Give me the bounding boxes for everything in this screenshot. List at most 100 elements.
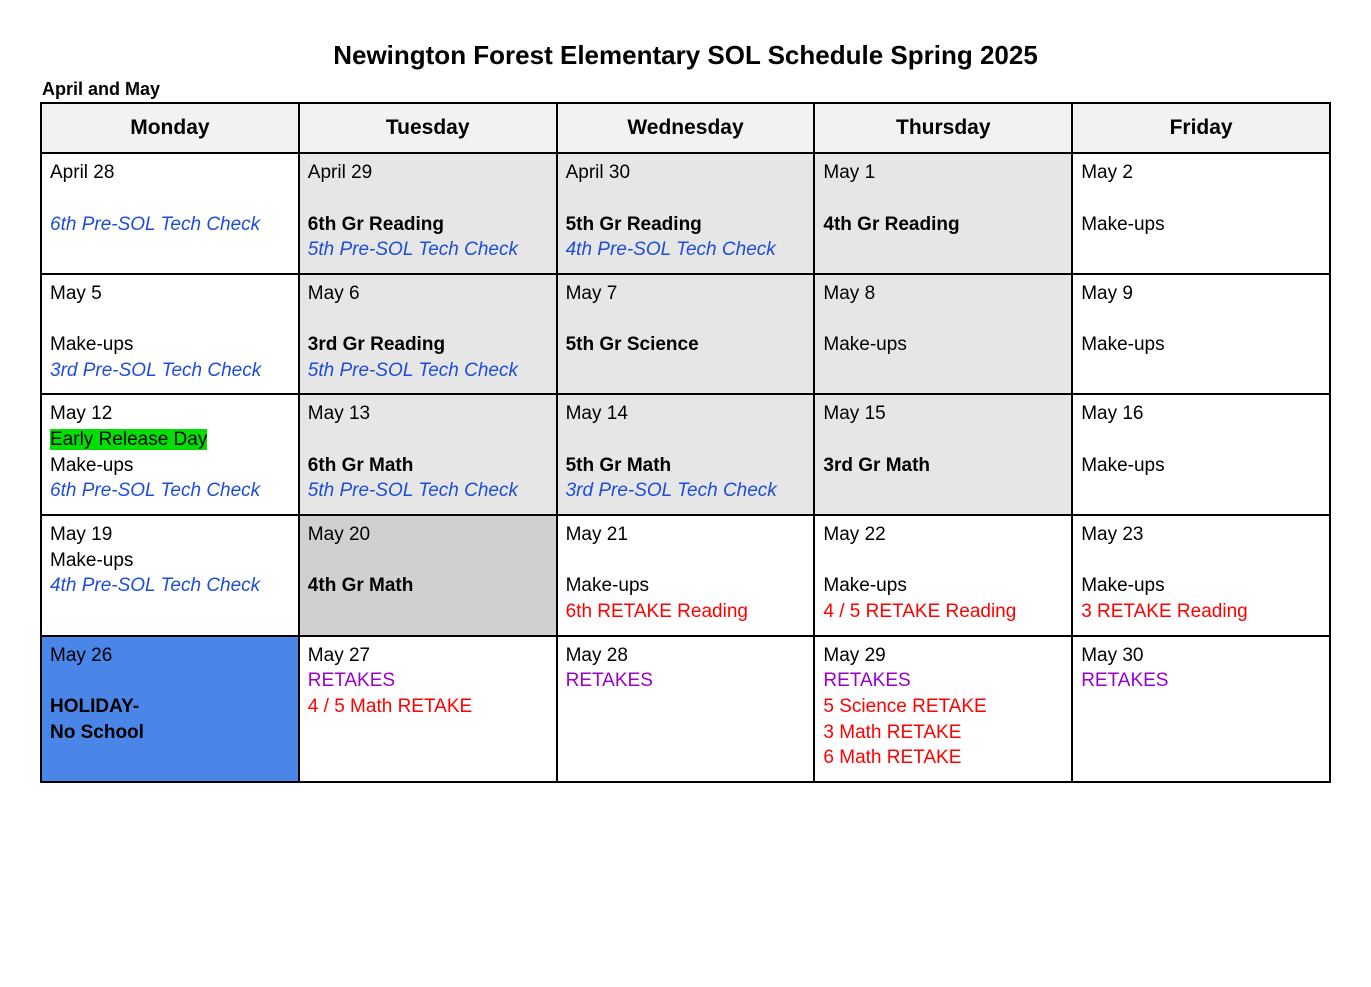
cell-date: May 9 xyxy=(1081,281,1321,307)
cell-line xyxy=(1081,427,1321,453)
calendar-cell: May 14 5th Gr Math 3rd Pre-SOL Tech Check xyxy=(557,394,815,515)
cell-date: May 23 xyxy=(1081,522,1321,548)
calendar-cell: May 16Make-ups xyxy=(1072,394,1330,515)
cell-text: RETAKES xyxy=(823,670,910,691)
cell-line: 4th Gr Math xyxy=(308,573,548,599)
cell-text: 4th Pre-SOL Tech Check xyxy=(50,575,260,596)
cell-text: HOLIDAY- xyxy=(50,696,139,717)
cell-text: Make-ups xyxy=(1081,575,1164,596)
cell-line: 5th Pre-SOL Tech Check xyxy=(308,478,548,504)
cell-line xyxy=(566,307,806,333)
cell-line: 3rd Gr Math xyxy=(823,453,1063,479)
cell-text: 4 / 5 RETAKE Reading xyxy=(823,601,1016,622)
cell-date: May 29 xyxy=(823,643,1063,669)
cell-line: Make-ups xyxy=(1081,332,1321,358)
cell-date: April 30 xyxy=(566,160,806,186)
calendar-cell: May 26 HOLIDAY- No School xyxy=(41,636,299,782)
cell-date: May 20 xyxy=(308,522,548,548)
cell-date: May 7 xyxy=(566,281,806,307)
cell-text: 5th Pre-SOL Tech Check xyxy=(308,239,518,260)
cell-line: Make-ups xyxy=(1081,453,1321,479)
cell-text: Early Release Day xyxy=(50,429,207,450)
cell-line: Make-ups xyxy=(50,548,290,574)
cell-text: 6th Pre-SOL Tech Check xyxy=(50,480,260,501)
cell-line: 4th Pre-SOL Tech Check xyxy=(50,573,290,599)
calendar-cell: May 15 3rd Gr Math xyxy=(814,394,1072,515)
cell-line: 5 Science RETAKE xyxy=(823,694,1063,720)
cell-line: 5th Pre-SOL Tech Check xyxy=(308,237,548,263)
cell-line: 3 RETAKE Reading xyxy=(1081,599,1321,625)
cell-date: May 12 xyxy=(50,401,290,427)
cell-date: May 1 xyxy=(823,160,1063,186)
cell-line: 4th Pre-SOL Tech Check xyxy=(566,237,806,263)
calendar-cell: May 1 4th Gr Reading xyxy=(814,153,1072,274)
cell-line: Make-ups xyxy=(823,332,1063,358)
calendar-cell: May 22Make-ups4 / 5 RETAKE Reading xyxy=(814,515,1072,636)
cell-date: May 19 xyxy=(50,522,290,548)
calendar-cell: April 296th Gr Reading5th Pre-SOL Tech C… xyxy=(299,153,557,274)
cell-text: 3 RETAKE Reading xyxy=(1081,601,1248,622)
cell-text: 4th Gr Math xyxy=(308,575,414,596)
calendar-cell: April 30 5th Gr Reading 4th Pre-SOL Tech C… xyxy=(557,153,815,274)
calendar-cell: May 5Make-ups3rd Pre-SOL Tech Check xyxy=(41,274,299,395)
calendar-cell: May 75th Gr Science xyxy=(557,274,815,395)
cell-line xyxy=(50,307,290,333)
cell-line xyxy=(566,548,806,574)
cell-text: Make-ups xyxy=(1081,455,1164,476)
cell-line xyxy=(1081,548,1321,574)
cell-text: 5th Pre-SOL Tech Check xyxy=(308,360,518,381)
cell-text: 5 Science RETAKE xyxy=(823,696,986,717)
cell-text: Make-ups xyxy=(823,575,906,596)
cell-line: HOLIDAY- xyxy=(50,694,290,720)
cell-text: 3rd Pre-SOL Tech Check xyxy=(566,480,777,501)
cell-text: 3rd Gr Math xyxy=(823,455,930,476)
cell-text: 5th Gr Reading xyxy=(566,214,702,235)
cell-text: Make-ups xyxy=(1081,334,1164,355)
cell-date: May 14 xyxy=(566,401,806,427)
calendar-cell: May 19Make-ups4th Pre-SOL Tech Check xyxy=(41,515,299,636)
calendar-cell: May 28RETAKES xyxy=(557,636,815,782)
cell-line xyxy=(50,186,290,212)
cell-line: 4 / 5 RETAKE Reading xyxy=(823,599,1063,625)
cell-line xyxy=(308,427,548,453)
calendar-cell: May 23 Make-ups 3 RETAKE Reading xyxy=(1072,515,1330,636)
cell-date: May 28 xyxy=(566,643,806,669)
cell-text: Make-ups xyxy=(50,334,133,355)
cell-text: 6 Math RETAKE xyxy=(823,747,961,768)
cell-line xyxy=(566,427,806,453)
cell-line xyxy=(308,548,548,574)
cell-line xyxy=(308,186,548,212)
cell-date: May 6 xyxy=(308,281,548,307)
cell-text: 6th Pre-SOL Tech Check xyxy=(50,214,260,235)
cell-line: 6th RETAKE Reading xyxy=(566,599,806,625)
cell-date: April 29 xyxy=(308,160,548,186)
week-row: May 26 HOLIDAY- No School May 27 RETAKES 4 / … xyxy=(41,636,1330,782)
calendar-cell: May 63rd Gr Reading5th Pre-SOL Tech Chec… xyxy=(299,274,557,395)
cell-line: Make-ups xyxy=(1081,212,1321,238)
cell-line xyxy=(1081,307,1321,333)
calendar-cell: May 21Make-ups6th RETAKE Reading xyxy=(557,515,815,636)
cell-text: 5th Gr Math xyxy=(566,455,672,476)
cell-date: May 15 xyxy=(823,401,1063,427)
calendar-table: MondayTuesdayWednesdayThursdayFriday Apr… xyxy=(40,102,1331,783)
cell-line: RETAKES xyxy=(566,668,806,694)
cell-line: 4 / 5 Math RETAKE xyxy=(308,694,548,720)
calendar-cell: April 286th Pre-SOL Tech Check xyxy=(41,153,299,274)
header-monday: Monday xyxy=(41,103,299,153)
cell-date: May 8 xyxy=(823,281,1063,307)
cell-date: May 27 xyxy=(308,643,548,669)
cell-text: 4th Pre-SOL Tech Check xyxy=(566,239,776,260)
calendar-cell: May 136th Gr Math5th Pre-SOL Tech Check xyxy=(299,394,557,515)
header-tuesday: Tuesday xyxy=(299,103,557,153)
cell-line: Make-ups xyxy=(50,453,290,479)
cell-line: 4th Gr Reading xyxy=(823,212,1063,238)
cell-line: RETAKES xyxy=(1081,668,1321,694)
cell-text: RETAKES xyxy=(566,670,653,691)
cell-text: 6th Gr Math xyxy=(308,455,414,476)
week-row: May 5Make-ups3rd Pre-SOL Tech CheckMay 6… xyxy=(41,274,1330,395)
cell-date: May 21 xyxy=(566,522,806,548)
header-wednesday: Wednesday xyxy=(557,103,815,153)
cell-date: May 26 xyxy=(50,643,290,669)
cell-text: No School xyxy=(50,722,144,743)
week-row: May 19Make-ups4th Pre-SOL Tech CheckMay … xyxy=(41,515,1330,636)
